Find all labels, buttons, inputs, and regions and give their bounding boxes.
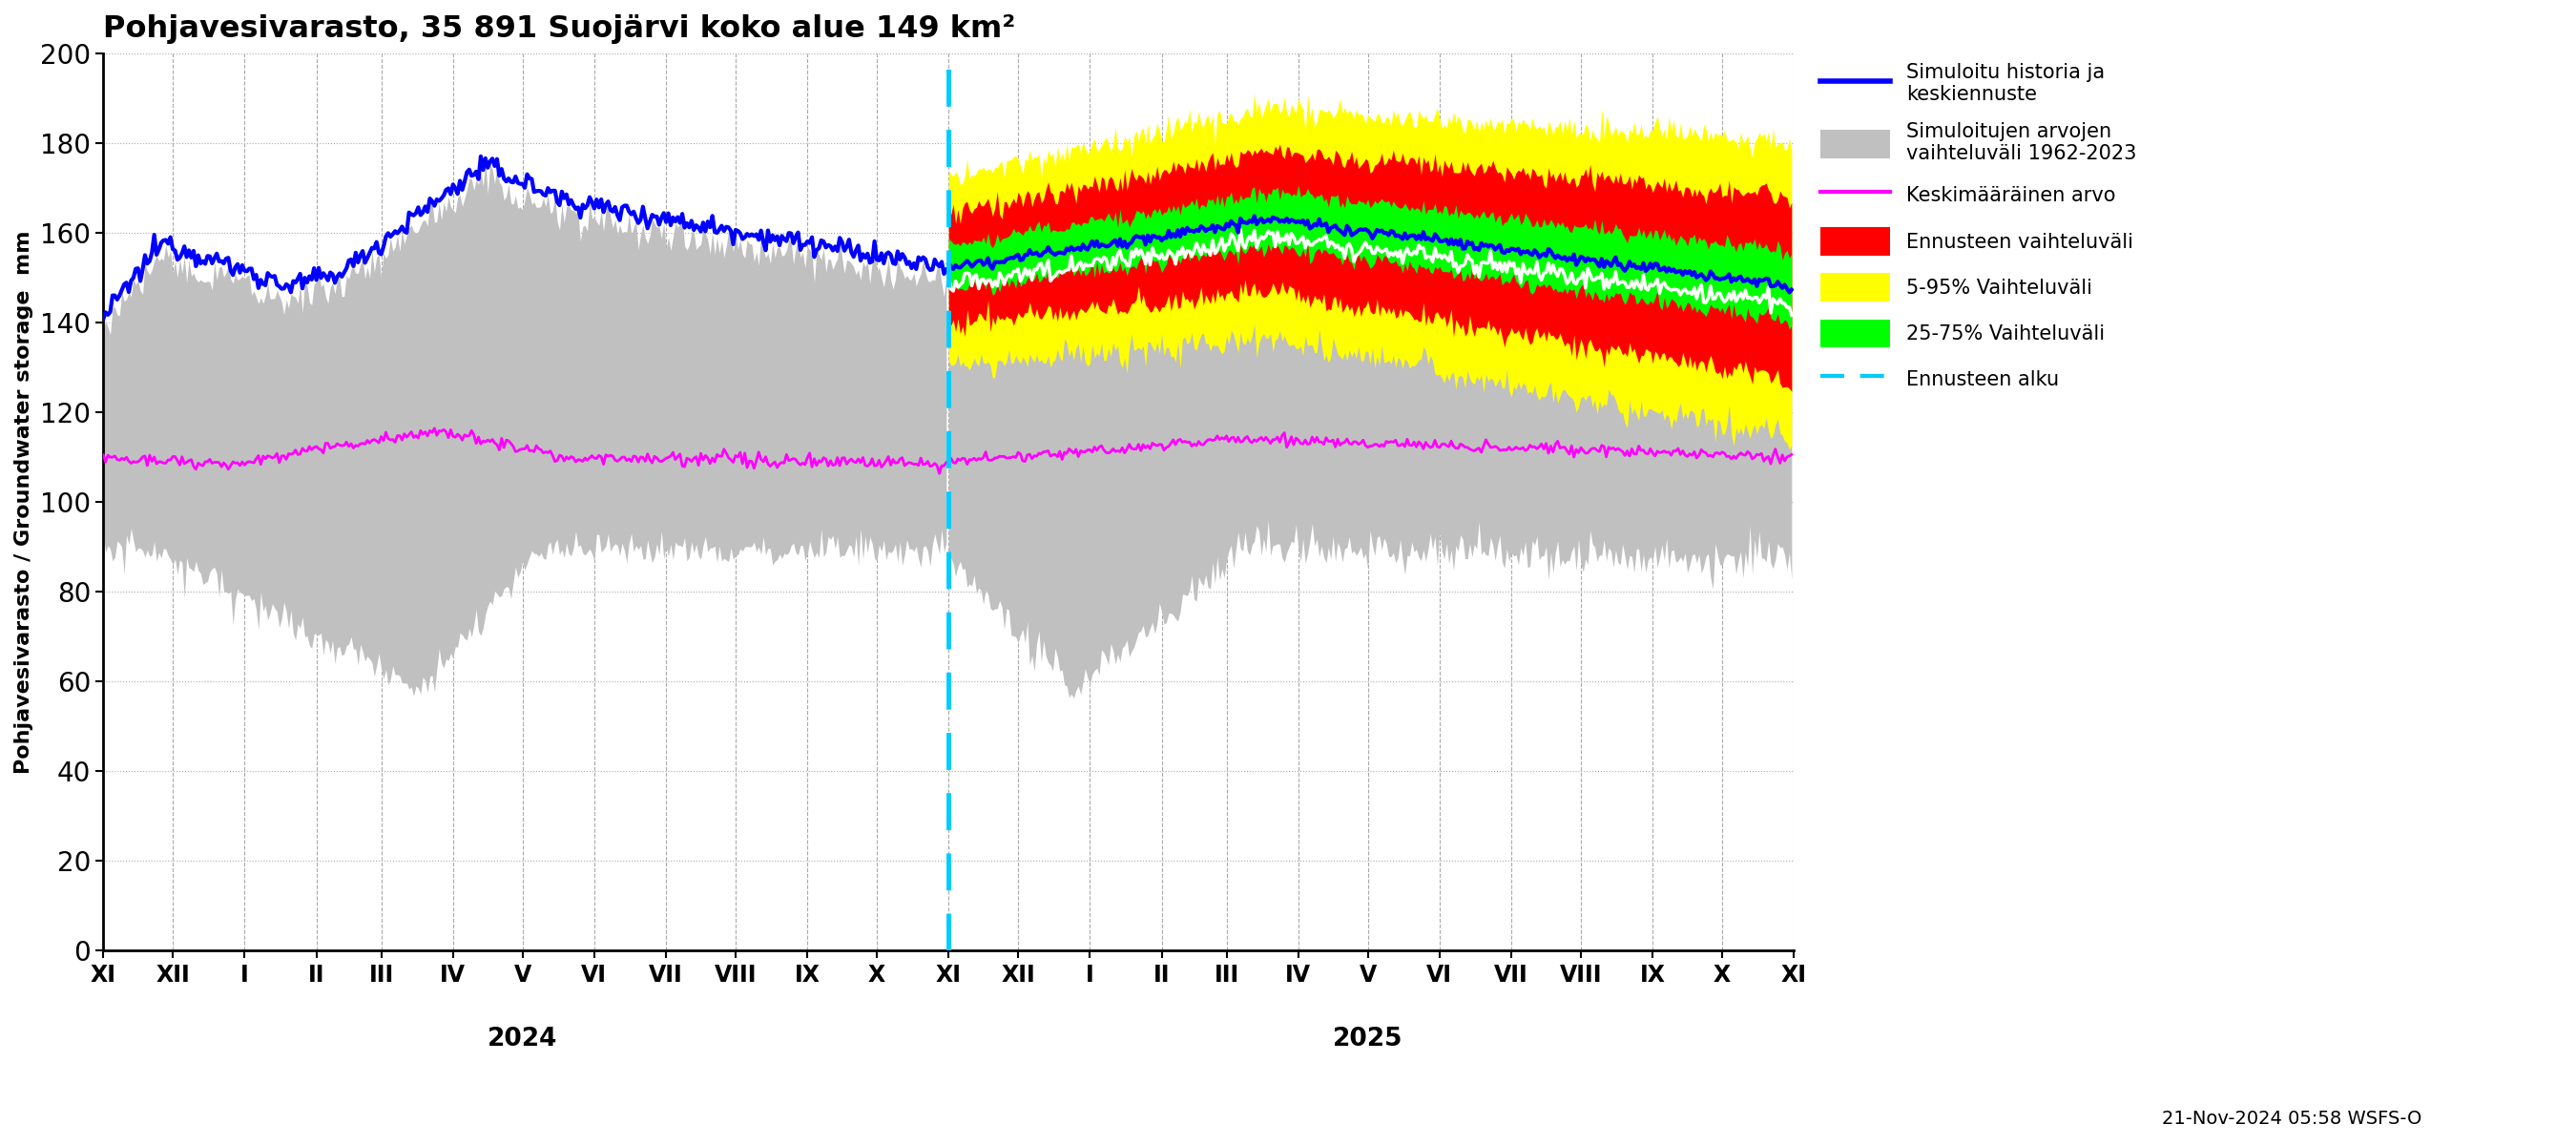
Text: 21-Nov-2024 05:58 WSFS-O: 21-Nov-2024 05:58 WSFS-O	[2161, 1110, 2421, 1128]
Legend: Simuloitu historia ja
keskiennuste, Simuloitujen arvojen
vaihteluväli 1962-2023,: Simuloitu historia ja keskiennuste, Simu…	[1811, 53, 2146, 403]
Y-axis label: Pohjavesivarasto / Groundwater storage  mm: Pohjavesivarasto / Groundwater storage m…	[15, 230, 33, 774]
Text: 2024: 2024	[487, 1027, 556, 1052]
Text: Pohjavesivarasto, 35 891 Suojärvi koko alue 149 km²: Pohjavesivarasto, 35 891 Suojärvi koko a…	[103, 14, 1015, 44]
Text: 2025: 2025	[1332, 1027, 1404, 1052]
